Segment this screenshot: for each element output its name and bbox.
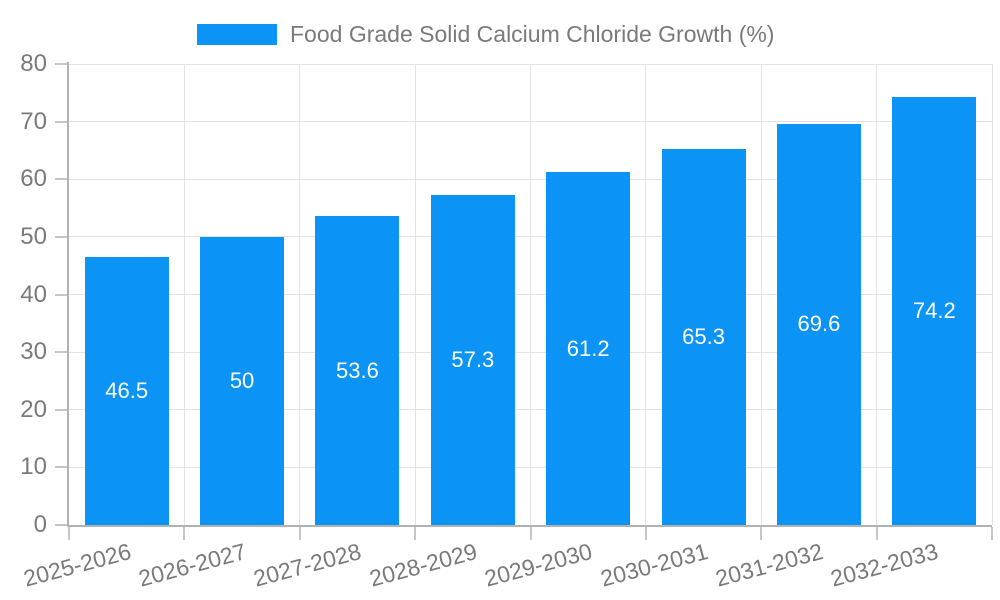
bar bbox=[776, 123, 861, 525]
x-tick-label: 2027-2028 bbox=[251, 538, 365, 592]
x-tick-label: 2026-2027 bbox=[135, 538, 249, 592]
y-tick bbox=[55, 408, 69, 411]
y-tick bbox=[55, 63, 69, 65]
x-gridline bbox=[991, 64, 993, 525]
y-tick bbox=[55, 524, 69, 526]
bar-value-label: 65.3 bbox=[682, 323, 725, 349]
bar bbox=[430, 194, 515, 525]
y-tick-label: 0 bbox=[33, 511, 47, 538]
legend-label: Food Grade Solid Calcium Chloride Growth… bbox=[290, 21, 775, 47]
x-tick bbox=[298, 527, 301, 540]
y-tick-label: 20 bbox=[20, 395, 47, 423]
legend-swatch-icon bbox=[197, 23, 277, 45]
bar bbox=[84, 257, 169, 525]
x-tick bbox=[183, 527, 186, 540]
y-tick bbox=[55, 351, 69, 354]
bar bbox=[661, 148, 746, 525]
bar bbox=[892, 97, 977, 525]
x-gridline bbox=[645, 64, 647, 525]
bar bbox=[200, 236, 285, 525]
y-tick bbox=[55, 466, 69, 469]
x-tick-label: 2030-2031 bbox=[597, 538, 711, 592]
x-gridline bbox=[183, 64, 185, 525]
bar-value-label: 69.6 bbox=[797, 311, 841, 337]
bar-value-label: 61.2 bbox=[566, 335, 610, 361]
y-tick-label: 80 bbox=[20, 50, 47, 77]
x-axis-line bbox=[67, 525, 992, 527]
y-tick-label: 70 bbox=[20, 107, 47, 135]
x-tick bbox=[760, 527, 763, 540]
x-tick bbox=[68, 527, 70, 540]
y-tick-label: 50 bbox=[20, 222, 47, 250]
x-tick bbox=[644, 527, 647, 540]
x-tick bbox=[529, 527, 532, 540]
bar-value-label: 50 bbox=[229, 367, 255, 393]
x-gridline bbox=[530, 64, 531, 525]
bar-value-label: 74.2 bbox=[912, 298, 956, 324]
bar-value-label: 46.5 bbox=[105, 378, 149, 404]
bar-value-label: 53.6 bbox=[336, 357, 379, 383]
y-tick-label: 30 bbox=[20, 338, 47, 366]
y-tick bbox=[55, 120, 69, 123]
y-tick-label: 10 bbox=[20, 453, 47, 481]
x-gridline bbox=[760, 64, 762, 525]
x-gridline bbox=[876, 64, 878, 525]
y-tick bbox=[55, 235, 69, 238]
y-axis-line bbox=[67, 62, 69, 527]
bar bbox=[546, 172, 631, 525]
x-tick bbox=[991, 527, 993, 540]
bar bbox=[315, 216, 400, 525]
x-gridline bbox=[299, 64, 301, 525]
x-tick bbox=[414, 527, 417, 540]
x-tick bbox=[875, 527, 878, 540]
bar-value-label: 57.3 bbox=[451, 346, 495, 372]
y-tick-label: 40 bbox=[20, 280, 47, 308]
y-tick bbox=[55, 293, 69, 296]
legend-item[interactable]: Food Grade Solid Calcium Chloride Growth… bbox=[197, 21, 774, 47]
x-tick-label: 2025-2026 bbox=[20, 538, 134, 592]
x-gridline bbox=[414, 64, 416, 525]
x-tick-label: 2031-2032 bbox=[712, 538, 826, 592]
y-tick bbox=[55, 178, 69, 181]
x-tick-label: 2032-2033 bbox=[828, 538, 942, 592]
x-tick-label: 2028-2029 bbox=[366, 538, 480, 592]
y-tick-label: 60 bbox=[20, 165, 47, 193]
x-tick-label: 2029-2030 bbox=[481, 538, 595, 592]
